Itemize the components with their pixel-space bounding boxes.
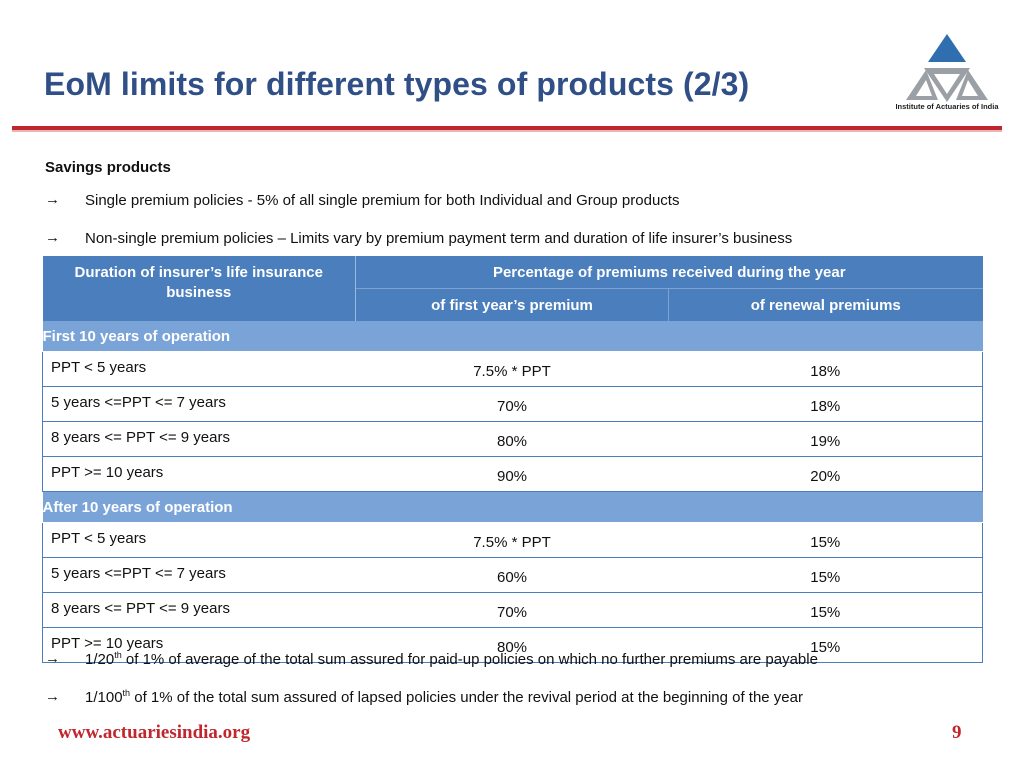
renewal-cell: 15% bbox=[668, 522, 983, 558]
footer-website-link[interactable]: www.actuariesindia.org bbox=[58, 722, 251, 743]
title-divider bbox=[12, 126, 1002, 130]
eom-limits-table: Duration of insurer’s life insurance bus… bbox=[42, 256, 983, 663]
section-heading: Savings products bbox=[45, 159, 171, 176]
term-cell: 5 years <=PPT <= 7 years bbox=[42, 557, 356, 593]
institute-logo bbox=[906, 34, 988, 102]
title-divider-shadow bbox=[12, 130, 1002, 132]
table-row: PPT >= 10 years 80% 15% bbox=[42, 627, 983, 663]
bullet-remainder: of 1% of the total sum assured of lapsed… bbox=[130, 689, 803, 706]
renewal-cell: 18% bbox=[668, 351, 983, 387]
slide-title: EoM limits for different types of produc… bbox=[44, 66, 750, 102]
table-row: 5 years <=PPT <= 7 years 60% 15% bbox=[42, 557, 983, 593]
bullet-text: Single premium policies - 5% of all sing… bbox=[85, 192, 680, 209]
renewal-cell: 15% bbox=[668, 592, 983, 628]
section-label: After 10 years of operation bbox=[42, 491, 983, 523]
arrow-bullet-icon: → bbox=[45, 650, 60, 667]
table-row: 8 years <= PPT <= 9 years 80% 19% bbox=[42, 421, 983, 457]
term-cell: PPT >= 10 years bbox=[42, 627, 356, 663]
bullet-text: 1/100th of 1% of the total sum assured o… bbox=[85, 688, 803, 707]
term-cell: 8 years <= PPT <= 9 years bbox=[42, 592, 356, 628]
term-cell: 5 years <=PPT <= 7 years bbox=[42, 386, 356, 422]
table-row: PPT < 5 years 7.5% * PPT 15% bbox=[42, 522, 983, 558]
term-cell: 8 years <= PPT <= 9 years bbox=[42, 421, 356, 457]
renewal-cell: 20% bbox=[668, 456, 983, 492]
bullet-remainder: of 1% of average of the total sum assure… bbox=[121, 651, 818, 668]
header-first-year: of first year’s premium bbox=[355, 288, 669, 321]
header-duration: Duration of insurer’s life insurance bus… bbox=[42, 256, 356, 321]
table-row: 8 years <= PPT <= 9 years 70% 15% bbox=[42, 592, 983, 628]
logo-caption: Institute of Actuaries of India bbox=[895, 102, 999, 111]
first-year-cell: 80% bbox=[355, 421, 669, 457]
arrow-bullet-icon: → bbox=[45, 229, 60, 246]
fraction-text: 1/20 bbox=[85, 651, 115, 668]
superscript: th bbox=[122, 688, 131, 698]
arrow-bullet-icon: → bbox=[45, 191, 60, 208]
first-year-cell: 7.5% * PPT bbox=[355, 522, 669, 558]
section-row-first-10-years: First 10 years of operation bbox=[42, 321, 983, 352]
page-number: 9 bbox=[952, 722, 962, 743]
first-year-cell: 7.5% * PPT bbox=[355, 351, 669, 387]
table-row: 5 years <=PPT <= 7 years 70% 18% bbox=[42, 386, 983, 422]
bullet-text: 1/20th of 1% of average of the total sum… bbox=[85, 650, 818, 669]
table-row: PPT >= 10 years 90% 20% bbox=[42, 456, 983, 492]
bullet-text: Non-single premium policies – Limits var… bbox=[85, 230, 793, 247]
term-cell: PPT < 5 years bbox=[42, 351, 356, 387]
fraction-text: 1/100 bbox=[85, 689, 123, 706]
header-renewal: of renewal premiums bbox=[668, 288, 983, 321]
first-year-cell: 70% bbox=[355, 386, 669, 422]
section-label: First 10 years of operation bbox=[42, 321, 983, 352]
first-year-cell: 80% bbox=[355, 627, 669, 663]
renewal-cell: 15% bbox=[668, 627, 983, 663]
renewal-cell: 18% bbox=[668, 386, 983, 422]
renewal-cell: 19% bbox=[668, 421, 983, 457]
renewal-cell: 15% bbox=[668, 557, 983, 593]
table-row: PPT < 5 years 7.5% * PPT 18% bbox=[42, 351, 983, 387]
section-row-after-10-years: After 10 years of operation bbox=[42, 491, 983, 523]
header-percentage: Percentage of premiums received during t… bbox=[355, 256, 983, 289]
first-year-cell: 60% bbox=[355, 557, 669, 593]
superscript: th bbox=[114, 650, 122, 660]
arrow-bullet-icon: → bbox=[45, 688, 60, 705]
first-year-cell: 90% bbox=[355, 456, 669, 492]
first-year-cell: 70% bbox=[355, 592, 669, 628]
term-cell: PPT >= 10 years bbox=[42, 456, 356, 492]
term-cell: PPT < 5 years bbox=[42, 522, 356, 558]
